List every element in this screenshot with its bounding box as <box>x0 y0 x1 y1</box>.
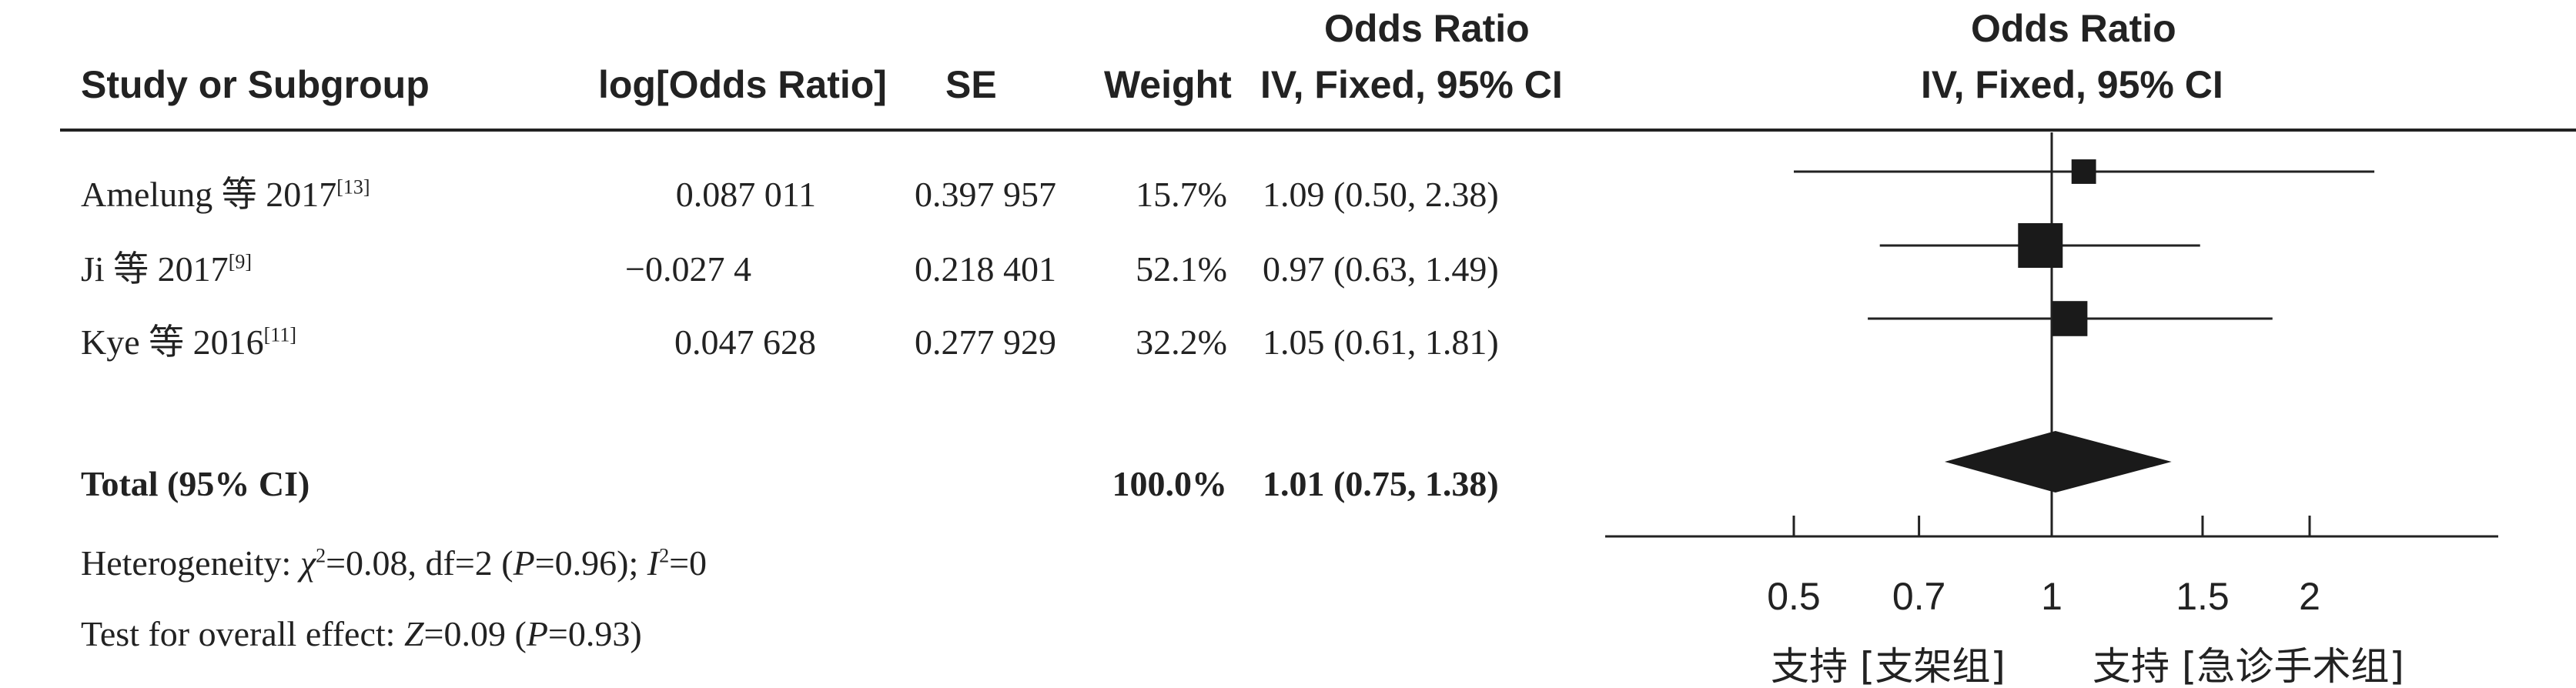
study-effect-box <box>2052 301 2088 336</box>
study-se: 0.218 401 <box>915 249 1056 289</box>
study-ci: 1.05 (0.61, 1.81) <box>1263 322 1499 362</box>
favours-right-label: 支持 [急诊手术组] <box>2093 644 2404 688</box>
study-ref: [11] <box>263 323 296 346</box>
study-name: Kye 等 2016[11] <box>81 322 296 362</box>
x-tick-label: 0.5 <box>1767 575 1821 618</box>
header-se: SE <box>945 63 997 106</box>
study-name: Ji 等 2017[9] <box>81 249 253 289</box>
header-log-or: log[Odds Ratio] <box>598 63 887 106</box>
x-tick-label: 1.5 <box>2176 575 2230 618</box>
overall-effect-text: Test for overall effect: Z=0.09 (P=0.93) <box>81 614 642 653</box>
study-name: Amelung 等 2017[13] <box>81 175 370 214</box>
total-diamond <box>1944 431 2172 493</box>
study-se: 0.397 957 <box>915 175 1056 214</box>
study-effect-box <box>2018 223 2063 268</box>
header-or-method: IV, Fixed, 95% CI <box>1260 63 1563 106</box>
total-weight: 100.0% <box>1112 464 1228 503</box>
study-ref: [9] <box>228 250 253 273</box>
study-log-or: 0.047 628 <box>674 322 816 362</box>
favours-left-label: 支持 [支架组] <box>1771 644 2006 688</box>
header-study: Study or Subgroup <box>81 63 430 106</box>
header-divider <box>60 129 2576 132</box>
study-effect-box <box>2071 159 2096 184</box>
header-plot-method: IV, Fixed, 95% CI <box>1921 63 2223 106</box>
total-ci: 1.01 (0.75, 1.38) <box>1263 464 1499 503</box>
study-log-or: −0.027 4 <box>625 249 751 289</box>
study-se: 0.277 929 <box>915 322 1056 362</box>
study-weight: 52.1% <box>1136 249 1227 289</box>
study-weight: 32.2% <box>1136 322 1227 362</box>
header-odds-ratio-title: Odds Ratio <box>1324 7 1530 50</box>
header-weight: Weight <box>1104 63 1232 106</box>
study-ci: 1.09 (0.50, 2.38) <box>1263 175 1499 214</box>
heterogeneity-text: Heterogeneity: χ2=0.08, df=2 (P=0.96); I… <box>81 543 708 583</box>
study-ci: 0.97 (0.63, 1.49) <box>1263 249 1499 289</box>
x-tick-label: 2 <box>2299 575 2320 618</box>
x-tick-label: 0.7 <box>1892 575 1946 618</box>
study-weight: 15.7% <box>1136 175 1227 214</box>
header-plot-title: Odds Ratio <box>1971 7 2176 50</box>
study-log-or: 0.087 011 <box>675 175 816 214</box>
x-tick-label: 1 <box>2041 575 2062 618</box>
total-label: Total (95% CI) <box>81 464 310 503</box>
study-ref: [13] <box>336 175 370 199</box>
